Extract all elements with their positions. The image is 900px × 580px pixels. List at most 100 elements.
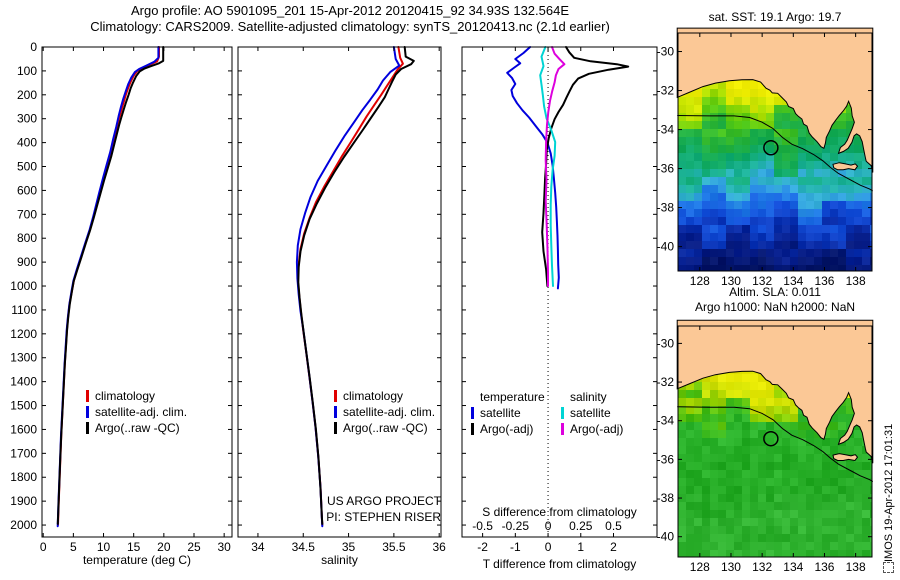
sea-cell (702, 105, 710, 113)
sea-cell (702, 494, 710, 502)
tick-label: -38 (657, 201, 675, 215)
sea-cell (782, 446, 790, 454)
sea-cell (686, 217, 694, 225)
sea-cell (718, 390, 726, 398)
sea-cell (750, 161, 758, 169)
sea-cell (846, 542, 854, 550)
sea-cell (694, 265, 702, 271)
land-mass (676, 319, 874, 464)
sea-cell (742, 241, 750, 249)
sea-cell (782, 153, 790, 161)
sea-cell (830, 129, 838, 137)
sea-cell (870, 478, 872, 486)
sea-cell (718, 193, 726, 201)
sea-cell (838, 470, 846, 478)
sea-cell (718, 209, 726, 217)
sea-cell (702, 137, 710, 145)
tick-label: -1 (510, 540, 521, 554)
series-T-argo-adj (541, 46, 630, 287)
sea-cell (822, 534, 830, 542)
sea-cell (678, 233, 686, 241)
sea-cell (774, 217, 782, 225)
sea-cell (702, 478, 710, 486)
sea-cell (846, 145, 854, 153)
sea-cell (854, 502, 862, 510)
tick-label: 300 (17, 112, 37, 126)
sea-cell (806, 177, 814, 185)
sea-cell (814, 145, 822, 153)
sea-cell (782, 398, 790, 406)
sea-cell (750, 129, 758, 137)
sea-cell (678, 97, 686, 105)
sea-cell (758, 177, 766, 185)
sea-cell (694, 534, 702, 542)
sea-cell (830, 193, 838, 201)
sea-cell (870, 249, 872, 257)
sea-cell (806, 169, 814, 177)
sea-cell (862, 265, 870, 271)
sea-cell (742, 169, 750, 177)
tick-label: 134 (783, 560, 803, 574)
sea-cell (766, 486, 774, 494)
sea-cell (734, 374, 742, 382)
sea-cell (734, 169, 742, 177)
sea-cell (838, 177, 846, 185)
sea-cell (854, 526, 862, 534)
sea-cell (814, 470, 822, 478)
sea-cell (694, 153, 702, 161)
tick-label: 200 (17, 88, 37, 102)
tick-label: 136 (814, 560, 834, 574)
sea-cell (758, 121, 766, 129)
sea-cell (822, 502, 830, 510)
sea-cell (686, 454, 694, 462)
sea-cell (854, 534, 862, 542)
sea-cell (798, 470, 806, 478)
sea-cell (702, 225, 710, 233)
sea-cell (782, 113, 790, 121)
sea-cell (870, 233, 872, 241)
sea-cell (734, 454, 742, 462)
sea-cell (814, 486, 822, 494)
sea-cell (694, 502, 702, 510)
sea-cell (830, 241, 838, 249)
sea-cell (830, 265, 838, 271)
sea-cell (702, 193, 710, 201)
sea-cell (686, 265, 694, 271)
sea-cell (782, 121, 790, 129)
sea-cell (766, 446, 774, 454)
sea-cell (742, 257, 750, 265)
sea-cell (678, 534, 686, 542)
sea-cell (782, 177, 790, 185)
sea-cell (830, 177, 838, 185)
sea-cell (734, 438, 742, 446)
sea-cell (750, 241, 758, 249)
sea-cell (782, 249, 790, 257)
tick-label: -40 (657, 530, 675, 544)
sea-cell (814, 518, 822, 526)
sea-cell (806, 454, 814, 462)
sea-cell (790, 534, 798, 542)
sea-cell (822, 185, 830, 193)
sea-cell (742, 486, 750, 494)
sea-cell (854, 438, 862, 446)
sea-cell (718, 526, 726, 534)
tick-label: 130 (721, 274, 741, 288)
sea-cell (774, 422, 782, 430)
tick-label: 138 (846, 560, 866, 574)
sea-cell (726, 113, 734, 121)
sea-cell (702, 462, 710, 470)
sea-cell (774, 510, 782, 518)
sea-cell (718, 129, 726, 137)
sea-cell (734, 81, 742, 89)
sea-cell (838, 233, 846, 241)
sea-cell (830, 510, 838, 518)
sea-cell (726, 374, 734, 382)
sea-cell (854, 446, 862, 454)
sea-cell (726, 542, 734, 550)
sea-cell (742, 382, 750, 390)
sea-cell (766, 201, 774, 209)
sea-cell (758, 510, 766, 518)
sea-cell (830, 257, 838, 265)
sea-cell (838, 406, 846, 414)
sea-cell (854, 462, 862, 470)
